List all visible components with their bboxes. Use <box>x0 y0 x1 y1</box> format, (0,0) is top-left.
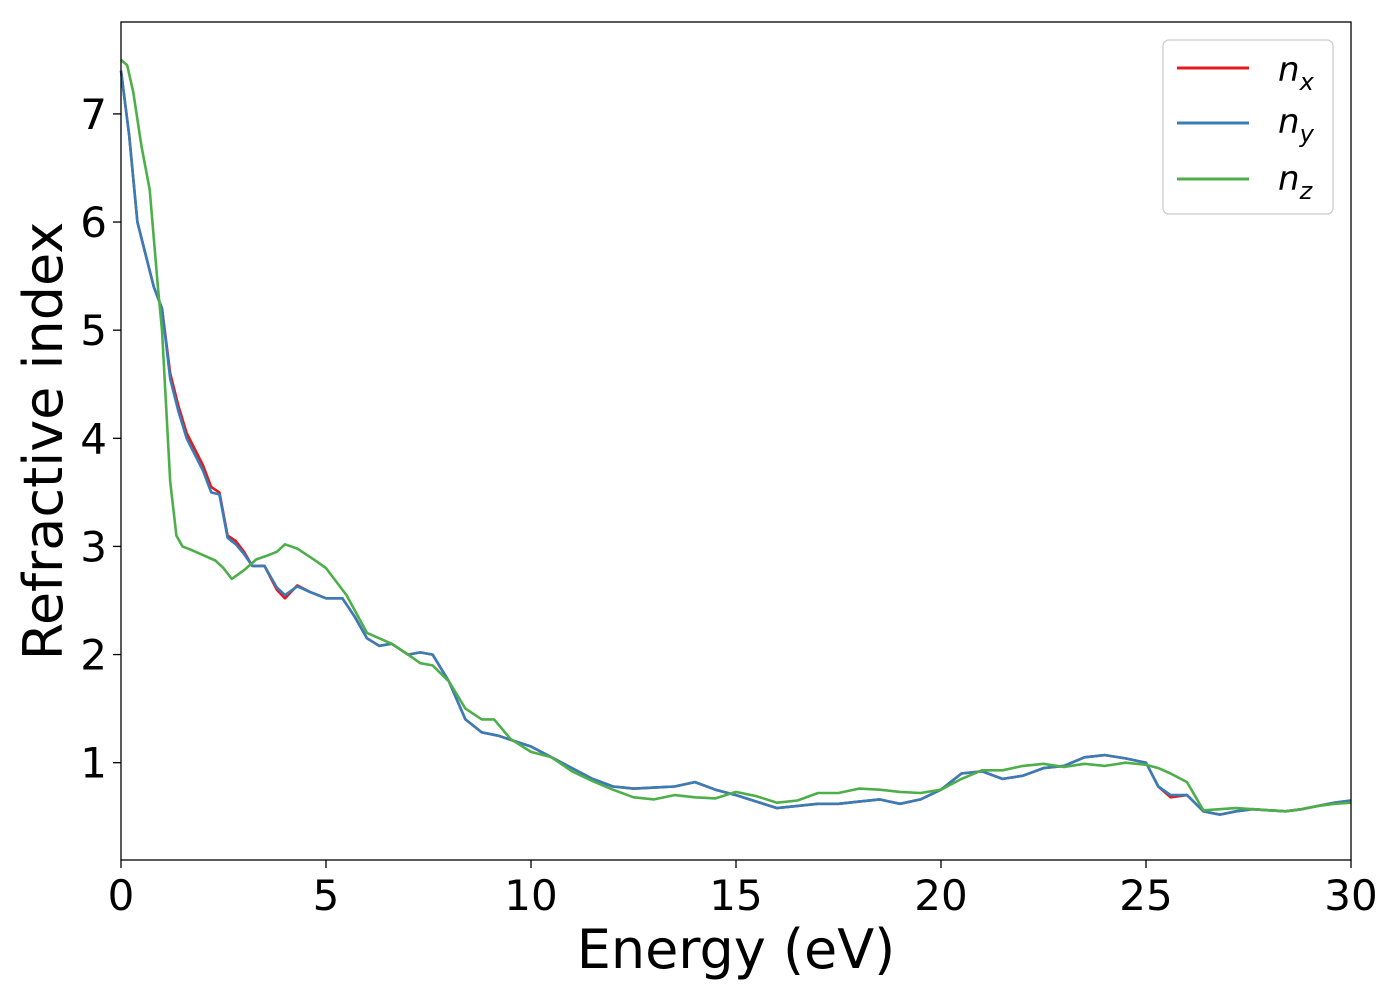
y-tick-label: 6 <box>80 198 107 247</box>
series-line-n-y <box>119 70 1352 816</box>
series-line-n-z <box>120 58 1352 813</box>
x-tick-label: 15 <box>709 871 762 920</box>
y-tick-label: 7 <box>80 90 107 139</box>
legend-box <box>1162 39 1334 215</box>
legend-label-nz: nz <box>1278 159 1314 205</box>
x-tick-label: 0 <box>108 871 135 920</box>
y-tick-label: 1 <box>80 739 107 788</box>
legend-label-ny: ny <box>1278 102 1315 148</box>
x-axis-ticks: 0 5 10 15 20 25 30 <box>108 860 1378 920</box>
y-tick-label: 4 <box>80 414 107 463</box>
y-axis-label: Refractive index <box>12 222 75 661</box>
plot-lines <box>119 58 1352 816</box>
x-tick-label: 10 <box>504 871 557 920</box>
x-tick-label: 5 <box>313 871 340 920</box>
x-axis-label: Energy (eV) <box>577 918 896 981</box>
y-tick-label: 3 <box>80 522 107 571</box>
x-tick-label: 20 <box>914 871 967 920</box>
y-axis-ticks: 1 2 3 4 5 6 7 <box>80 90 121 788</box>
y-tick-label: 2 <box>80 631 107 680</box>
y-tick-label: 5 <box>80 306 107 355</box>
legend: nx ny nz <box>1162 39 1334 215</box>
x-tick-label: 25 <box>1119 871 1172 920</box>
x-tick-label: 30 <box>1324 871 1377 920</box>
legend-label-nx: nx <box>1278 50 1315 96</box>
